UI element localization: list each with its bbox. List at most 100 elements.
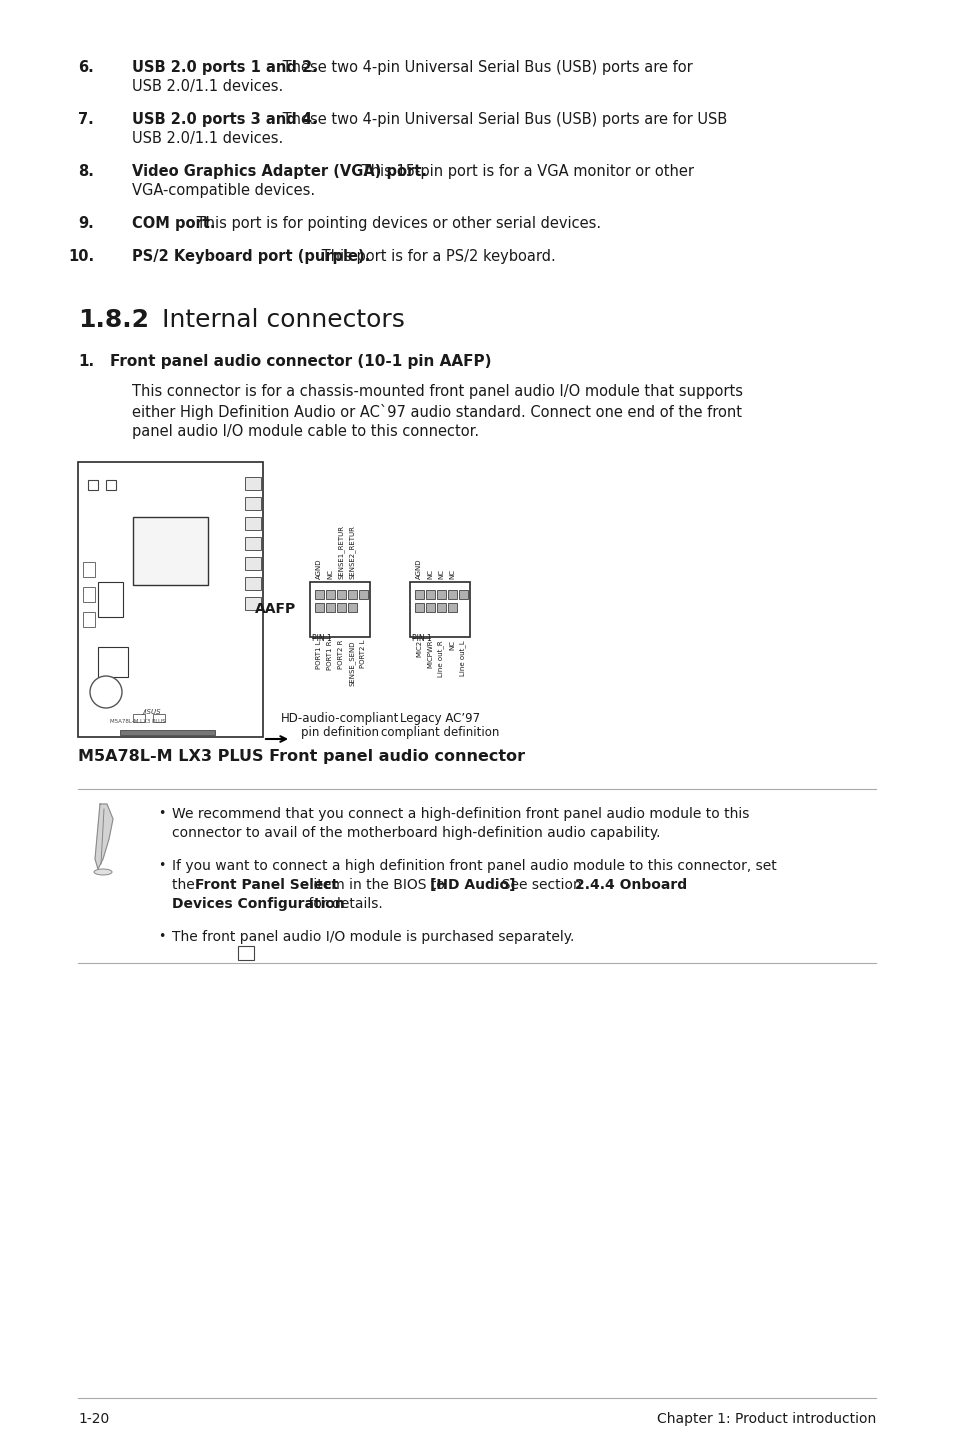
Bar [336,590,346,599]
Text: SENSE_SEND: SENSE_SEND [348,640,355,686]
Text: item in the BIOS to: item in the BIOS to [308,878,448,892]
Text: We recommend that you connect a high-definition front panel audio module to this: We recommend that you connect a high-def… [172,808,749,821]
Text: •: • [158,808,165,821]
Text: M5A78L-M LX3 PLUS: M5A78L-M LX3 PLUS [110,719,166,725]
Text: . See section: . See section [493,878,586,892]
Bar [245,477,261,490]
Bar [88,480,98,490]
Bar [78,463,263,737]
Text: 8.: 8. [78,165,93,179]
Text: Front Panel Select: Front Panel Select [195,878,338,892]
Bar [348,590,356,599]
Text: pin definition: pin definition [301,726,378,739]
Bar [326,603,335,611]
Text: Front panel audio connector (10-1 pin AAFP): Front panel audio connector (10-1 pin AA… [110,354,491,369]
Text: These two 4-pin Universal Serial Bus (USB) ports are for: These two 4-pin Universal Serial Bus (US… [277,60,692,74]
Text: PORT1 R: PORT1 R [327,640,333,670]
Text: 2.4.4 Onboard: 2.4.4 Onboard [574,878,686,892]
Text: NC: NC [449,640,455,650]
Bar [83,587,95,601]
Text: SENSE1_RETUR: SENSE1_RETUR [337,526,344,579]
Bar [415,603,423,611]
Text: NC: NC [449,569,455,579]
Bar [237,947,253,959]
Text: If you want to connect a high definition front panel audio module to this connec: If you want to connect a high definition… [172,859,776,874]
Bar [98,581,123,617]
Text: [HD Audio]: [HD Audio] [430,878,516,892]
Text: connector to avail of the motherboard high-definition audio capability.: connector to avail of the motherboard hi… [172,826,659,841]
Text: 1-20: 1-20 [78,1412,110,1426]
Text: VGA-compatible devices.: VGA-compatible devices. [132,183,314,198]
Bar [336,603,346,611]
Text: •: • [158,929,165,944]
Bar [314,603,324,611]
Text: Line out_R: Line out_R [437,640,444,677]
Text: AAFP: AAFP [254,601,296,616]
Bar [245,557,261,570]
Bar [310,581,370,637]
Text: AGND: AGND [315,558,322,579]
Text: NC: NC [327,569,333,579]
Bar [152,715,165,722]
Bar [448,603,456,611]
Text: USB 2.0 ports 3 and 4.: USB 2.0 ports 3 and 4. [132,112,317,127]
Text: Legacy AC’97: Legacy AC’97 [399,712,479,725]
Text: 7.: 7. [78,112,93,127]
Bar [98,647,128,677]
Text: Video Graphics Adapter (VGA) port.: Video Graphics Adapter (VGA) port. [132,165,427,179]
Text: PORT2 R: PORT2 R [337,640,344,669]
Text: PORT2 L: PORT2 L [359,640,366,669]
Bar [458,590,468,599]
Text: SENSE2_RETUR: SENSE2_RETUR [348,526,355,579]
Bar [348,603,356,611]
Text: for details.: for details. [304,896,383,911]
Text: 9.: 9. [78,216,93,231]
Text: 6.: 6. [78,60,93,74]
Text: 1.8.2: 1.8.2 [78,308,149,332]
Bar [415,590,423,599]
Text: Chapter 1: Product introduction: Chapter 1: Product introduction [656,1412,875,1426]
Text: MICPWR: MICPWR [427,640,433,669]
Text: •: • [158,859,165,872]
Bar [410,581,470,637]
Text: The front panel audio I/O module is purchased separately.: The front panel audio I/O module is purc… [172,929,574,944]
Text: NC: NC [427,569,433,579]
Bar [448,590,456,599]
Text: the: the [172,878,199,892]
Text: This port is for pointing devices or other serial devices.: This port is for pointing devices or oth… [192,216,600,231]
Bar [358,590,368,599]
Bar [245,597,261,610]
Text: AGND: AGND [416,558,421,579]
Text: COM port.: COM port. [132,216,215,231]
Bar [426,590,435,599]
Text: These two 4-pin Universal Serial Bus (USB) ports are for USB: These two 4-pin Universal Serial Bus (US… [277,112,726,127]
Bar [120,730,214,735]
Ellipse shape [94,869,112,875]
Polygon shape [95,803,112,869]
Text: Line out_L: Line out_L [459,640,466,676]
Bar [106,480,116,490]
Text: HD-audio-compliant: HD-audio-compliant [280,712,398,725]
Bar [326,590,335,599]
Text: M5A78L-M LX3 PLUS Front panel audio connector: M5A78L-M LX3 PLUS Front panel audio conn… [78,749,524,765]
Text: This connector is for a chassis-mounted front panel audio I/O module that suppor: This connector is for a chassis-mounted … [132,384,742,400]
Circle shape [90,676,122,707]
Bar [426,603,435,611]
Text: This port is for a PS/2 keyboard.: This port is for a PS/2 keyboard. [317,249,556,263]
Bar [245,517,261,530]
Bar [132,517,208,586]
Text: PS/2 Keyboard port (purple).: PS/2 Keyboard port (purple). [132,249,370,263]
Text: PORT1 L: PORT1 L [315,640,322,669]
Text: This 15-pin port is for a VGA monitor or other: This 15-pin port is for a VGA monitor or… [356,165,693,179]
Bar [132,715,145,722]
Text: USB 2.0/1.1 devices.: USB 2.0/1.1 devices. [132,130,283,146]
Text: /ISUS: /ISUS [143,709,161,715]
Text: NC: NC [437,569,443,579]
Bar [245,577,261,590]
Text: 10.: 10. [68,249,94,263]
Bar [436,590,446,599]
Text: compliant definition: compliant definition [380,726,498,739]
Bar [83,561,95,577]
Text: Internal connectors: Internal connectors [162,308,404,332]
Bar [436,603,446,611]
